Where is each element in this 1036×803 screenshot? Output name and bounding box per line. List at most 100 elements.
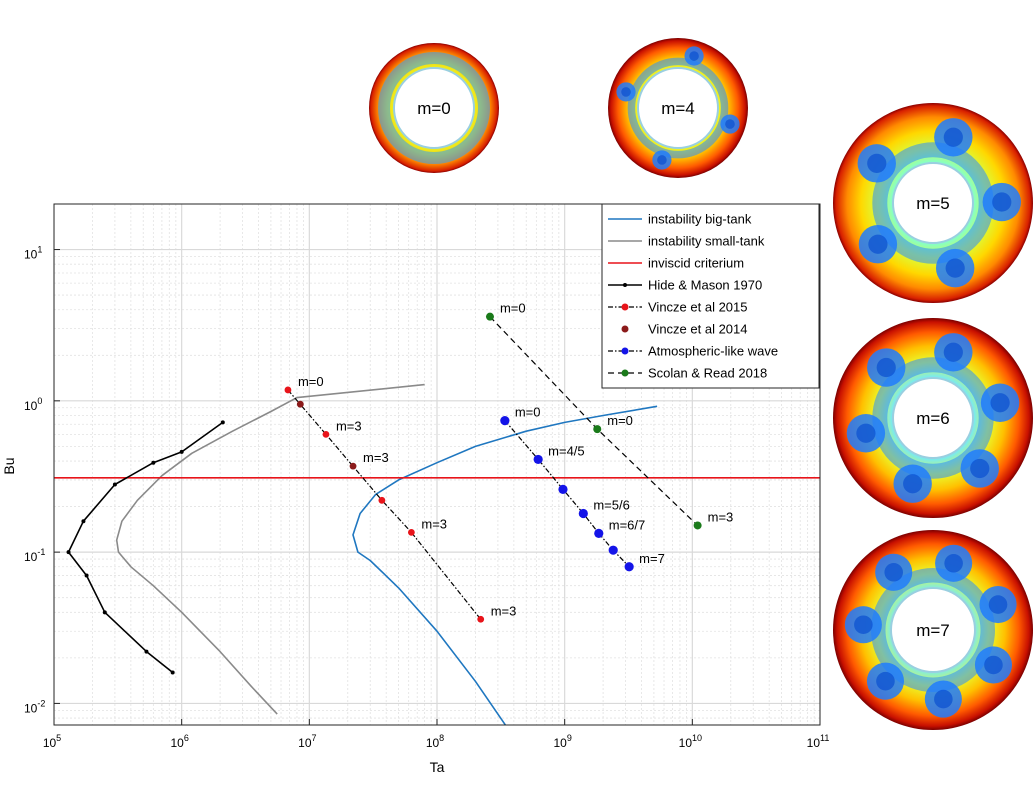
legend-label: Atmospheric-like wave <box>648 344 778 359</box>
series-layer <box>54 312 820 725</box>
disk-lobe-core <box>992 192 1012 212</box>
disk-lobe-core <box>725 119 735 129</box>
legend: instability big-tank instability small-ta… <box>601 203 820 389</box>
disk-label: m=0 <box>417 99 451 118</box>
y-tick-exponent: 0 <box>37 396 42 406</box>
data-point <box>151 460 156 465</box>
legend-swatch-marker <box>623 283 627 287</box>
disk-hole <box>890 587 976 673</box>
x-tick-label: 107 <box>298 733 316 750</box>
data-point <box>593 425 602 434</box>
disk-lobe-core <box>934 689 953 709</box>
disk-lobe-core <box>970 458 990 479</box>
data-point <box>179 449 184 454</box>
data-point <box>500 416 510 426</box>
x-tick-exponent: 6 <box>184 733 189 743</box>
data-point <box>170 670 175 675</box>
disk-lobe-core <box>876 671 895 691</box>
point-annotation: m=3 <box>491 603 517 618</box>
data-point <box>112 482 117 487</box>
y-tick-exponent: 1 <box>37 245 42 255</box>
legend-label: instability small-tank <box>648 234 765 249</box>
x-tick-exponent: 8 <box>439 733 444 743</box>
disk-label: m=5 <box>916 194 950 213</box>
point-annotation: m=0 <box>515 405 541 420</box>
legend-box <box>601 203 820 389</box>
disk-lobe-core <box>943 127 963 147</box>
data-point <box>66 550 71 555</box>
x-tick-exponent: 11 <box>820 733 829 743</box>
data-point <box>407 529 415 536</box>
series-line-3 <box>67 421 224 674</box>
disk-lobe-core <box>944 553 963 573</box>
point-annotation: m=3 <box>336 418 362 433</box>
disk-lobe-core <box>984 655 1003 675</box>
disk-lobe-core <box>867 153 887 173</box>
data-point <box>144 649 149 654</box>
legend-label: Scolan & Read 2018 <box>648 366 767 381</box>
data-point <box>284 386 292 394</box>
legend-swatch-marker <box>621 347 629 355</box>
data-point <box>102 610 107 615</box>
y-tick-exponent: -2 <box>37 698 45 708</box>
legend-swatch-marker <box>621 369 629 377</box>
disk-lobe-core <box>990 393 1010 413</box>
disk-lobe-core <box>854 615 873 635</box>
disk-inner-band <box>378 52 490 164</box>
y-axis-label: Bu <box>1 457 17 474</box>
flow-disk: m=7 <box>833 530 1033 730</box>
legend-swatch-marker <box>621 325 629 333</box>
disk-label: m=6 <box>916 409 950 428</box>
y-tick-label: 100 <box>24 396 42 413</box>
grid <box>54 204 820 725</box>
data-point <box>220 420 225 425</box>
point-annotation: m=0 <box>298 374 324 389</box>
disk-lobe-core <box>988 595 1008 614</box>
x-tick-label: 105 <box>43 733 61 750</box>
data-point <box>322 430 330 438</box>
y-tick-label: 101 <box>24 245 42 262</box>
data-point <box>349 462 357 470</box>
legend-label: Vincze et al 2014 <box>648 322 748 337</box>
flow-disk: m=6 <box>833 318 1033 518</box>
disk-lobe-core <box>621 87 631 97</box>
legend-label: instability big-tank <box>648 212 752 227</box>
disk-lobe-core <box>868 234 888 254</box>
disk-images: m=0 m=4 m=5 m=6 m=7 <box>369 38 1033 730</box>
point-annotation: m=0 <box>607 413 633 428</box>
flow-disk: m=4 <box>608 38 748 178</box>
disk-lobe-core <box>876 357 896 378</box>
disk-inner-band <box>872 357 994 479</box>
x-tick-label: 108 <box>426 733 444 750</box>
data-point <box>296 400 304 408</box>
disk-hole <box>637 67 719 149</box>
disk-lobe-core <box>657 155 667 165</box>
disk-hole <box>892 377 974 459</box>
y-tick-label: 10-2 <box>24 698 45 715</box>
point-annotation: m=7 <box>639 551 665 566</box>
data-point <box>81 519 86 524</box>
legend-label: Hide & Mason 1970 <box>648 278 762 293</box>
x-tick-label: 109 <box>553 733 571 750</box>
data-point <box>378 496 386 504</box>
disk-lobe-core <box>943 342 963 362</box>
data-point <box>533 454 543 465</box>
x-tick-label: 1010 <box>679 733 702 750</box>
y-tick-label: 10-1 <box>24 547 45 564</box>
legend-swatch-marker <box>621 303 629 311</box>
disk-lobe-core <box>856 423 876 443</box>
disk-lobe-core <box>689 51 699 61</box>
x-tick-exponent: 10 <box>692 733 702 743</box>
x-tick-label: 106 <box>170 733 188 750</box>
disk-label: m=4 <box>661 99 695 118</box>
data-point <box>594 528 604 538</box>
point-annotation: m=0 <box>500 301 526 316</box>
x-tick-label: 1011 <box>807 733 830 750</box>
disk-label: m=7 <box>916 621 950 640</box>
data-point <box>608 545 618 555</box>
data-point <box>693 521 702 530</box>
data-point <box>578 508 588 519</box>
x-tick-exponent: 7 <box>312 733 317 743</box>
point-annotation: m=4/5 <box>548 443 585 458</box>
